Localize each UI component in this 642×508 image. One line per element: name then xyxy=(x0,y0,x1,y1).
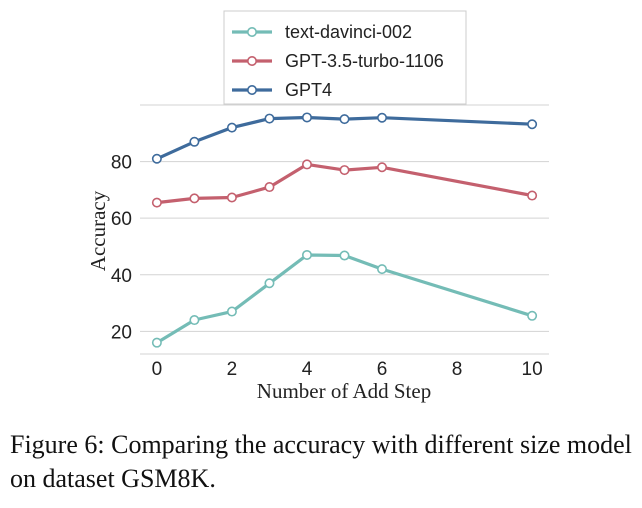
data-point xyxy=(264,182,275,193)
legend-item: text-davinci-002 xyxy=(232,22,412,42)
data-point xyxy=(527,190,538,201)
line-chart: 20 40 60 80 0 2 4 6 8 10 Number of Add Step Accur… xyxy=(86,10,549,403)
data-point xyxy=(226,306,237,317)
legend-marker xyxy=(247,85,258,96)
legend-label: text-davinci-002 xyxy=(285,22,412,42)
figure-caption: Figure 6: Comparing the accuracy with di… xyxy=(10,430,632,493)
data-point xyxy=(226,192,237,203)
data-point xyxy=(151,337,162,348)
legend-label: GPT4 xyxy=(285,80,332,100)
x-tick-label: 0 xyxy=(152,359,163,380)
legend-marker xyxy=(247,26,258,37)
series-gpt4 xyxy=(151,112,538,164)
legend-item: GPT4 xyxy=(232,80,332,100)
data-point xyxy=(527,119,538,130)
x-axis-title: Number of Add Step xyxy=(257,379,431,403)
data-point xyxy=(264,113,275,124)
x-tick-label: 4 xyxy=(302,359,313,380)
data-point xyxy=(527,310,538,321)
series-line xyxy=(155,115,534,161)
series-text-davinci-002 xyxy=(151,249,538,348)
data-point xyxy=(301,159,312,170)
data-point xyxy=(189,193,200,204)
y-tick-label: 60 xyxy=(111,209,132,230)
data-point xyxy=(189,315,200,326)
data-point xyxy=(189,136,200,147)
data-point xyxy=(151,197,162,208)
tick-labels: 20 40 60 80 0 2 4 6 8 10 xyxy=(111,153,543,380)
series-line xyxy=(155,253,534,345)
x-tick-label: 6 xyxy=(377,359,388,380)
y-tick-label: 40 xyxy=(111,266,132,287)
y-tick-label: 20 xyxy=(111,322,132,343)
x-tick-label: 10 xyxy=(522,359,543,380)
legend-label: GPT-3.5-turbo-1106 xyxy=(285,51,444,71)
data-point xyxy=(151,153,162,164)
data-point xyxy=(377,264,388,275)
series-gpt-3-5-turbo-1106 xyxy=(151,159,538,208)
series-lines xyxy=(151,112,538,348)
legend: text-davinci-002 GPT-3.5-turbo-1106 GPT4 xyxy=(223,10,467,105)
series-line xyxy=(155,162,534,205)
data-point xyxy=(264,278,275,289)
data-point xyxy=(339,250,350,261)
x-tick-label: 8 xyxy=(452,359,463,380)
legend-marker xyxy=(247,55,258,66)
y-axis-title: Accuracy xyxy=(86,190,110,271)
data-point xyxy=(339,165,350,176)
data-point xyxy=(377,112,388,123)
data-point xyxy=(301,249,312,260)
data-point xyxy=(226,122,237,133)
data-point xyxy=(301,112,312,123)
data-point xyxy=(339,114,350,125)
grid-lines xyxy=(140,104,549,355)
legend-item: GPT-3.5-turbo-1106 xyxy=(232,51,444,71)
y-tick-label: 80 xyxy=(111,153,132,174)
data-point xyxy=(377,162,388,173)
x-tick-label: 2 xyxy=(227,359,238,380)
